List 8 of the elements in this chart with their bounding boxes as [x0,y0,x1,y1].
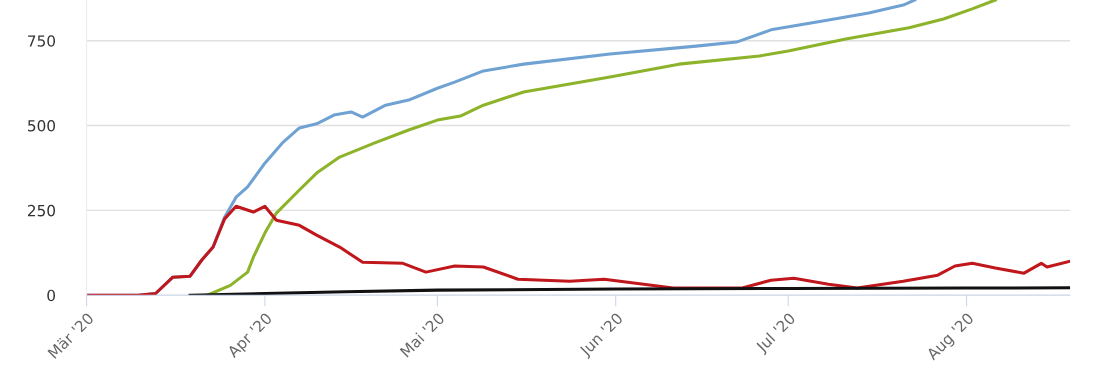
x-tick-label: Jul '20 [754,311,798,356]
line-series [188,286,1071,296]
y-tick-label: 750 [28,35,56,47]
y-tick-label: 250 [27,204,56,217]
x-tick-label: Apr '20 [226,312,275,361]
y-tick-label: 500 [28,120,56,132]
y-tick-label: 0 [47,289,56,302]
x-tick-label: Jun '20 [578,312,626,360]
